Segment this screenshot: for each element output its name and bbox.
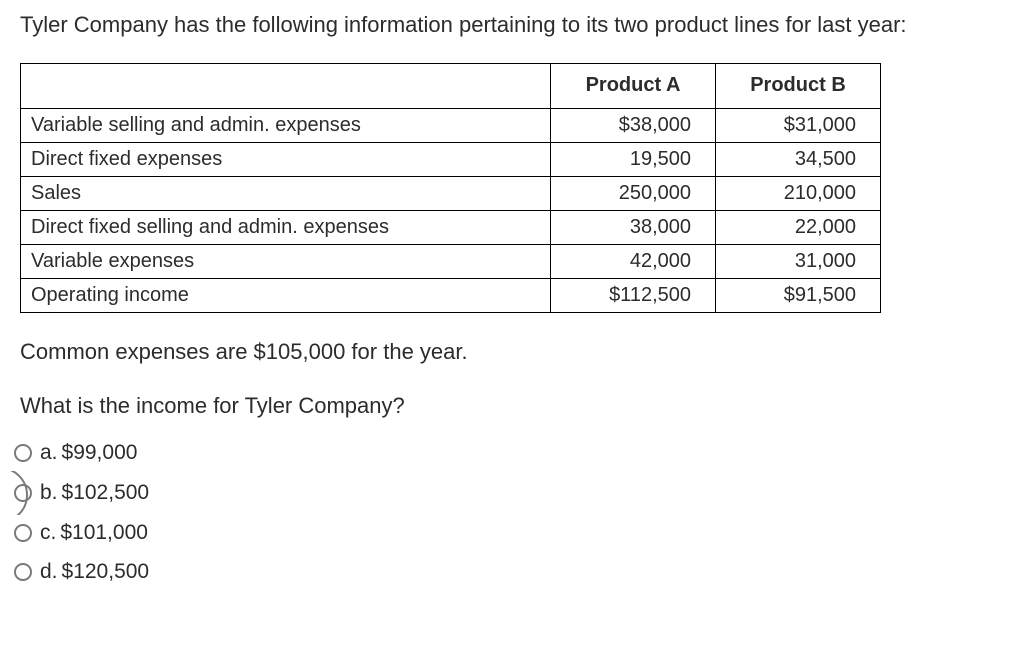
option-text: $102,500 <box>62 473 150 513</box>
row-value-b: 210,000 <box>716 176 881 210</box>
row-label: Variable expenses <box>21 244 551 278</box>
option-text: $101,000 <box>60 513 148 553</box>
row-label: Variable selling and admin. expenses <box>21 108 551 142</box>
table-header-product-b: Product B <box>716 63 881 108</box>
radio-icon[interactable] <box>14 484 32 502</box>
product-table: Product A Product B Variable selling and… <box>20 63 881 313</box>
option-letter: a. <box>40 433 58 473</box>
row-value-a: $112,500 <box>551 278 716 312</box>
option-letter: d. <box>40 552 58 592</box>
answer-option-c[interactable]: c. $101,000 <box>14 513 1004 553</box>
table-header-blank <box>21 63 551 108</box>
row-value-a: 38,000 <box>551 210 716 244</box>
answer-option-d[interactable]: d. $120,500 <box>14 552 1004 592</box>
row-value-b: 22,000 <box>716 210 881 244</box>
row-label: Direct fixed selling and admin. expenses <box>21 210 551 244</box>
table-row: Variable selling and admin. expenses $38… <box>21 108 881 142</box>
option-letter: c. <box>40 513 56 553</box>
row-value-a: 42,000 <box>551 244 716 278</box>
table-row: Sales 250,000 210,000 <box>21 176 881 210</box>
answer-option-a[interactable]: a. $99,000 <box>14 433 1004 473</box>
row-value-b: $91,500 <box>716 278 881 312</box>
row-value-a: $38,000 <box>551 108 716 142</box>
row-value-a: 250,000 <box>551 176 716 210</box>
row-label: Sales <box>21 176 551 210</box>
option-letter: b. <box>40 473 58 513</box>
row-value-b: 34,500 <box>716 142 881 176</box>
table-row: Direct fixed selling and admin. expenses… <box>21 210 881 244</box>
intro-text: Tyler Company has the following informat… <box>20 10 1004 41</box>
row-label: Operating income <box>21 278 551 312</box>
table-row: Variable expenses 42,000 31,000 <box>21 244 881 278</box>
radio-icon[interactable] <box>14 524 32 542</box>
row-label: Direct fixed expenses <box>21 142 551 176</box>
table-row: Direct fixed expenses 19,500 34,500 <box>21 142 881 176</box>
answer-options: a. $99,000 b. $102,500 c. $101,000 d. $1… <box>14 433 1004 593</box>
option-text: $99,000 <box>62 433 138 473</box>
row-value-b: 31,000 <box>716 244 881 278</box>
question-page: Tyler Company has the following informat… <box>0 0 1024 612</box>
question-text: What is the income for Tyler Company? <box>20 393 1004 419</box>
table-header-product-a: Product A <box>551 63 716 108</box>
row-value-b: $31,000 <box>716 108 881 142</box>
answer-option-b[interactable]: b. $102,500 <box>14 473 1004 513</box>
table-header-row: Product A Product B <box>21 63 881 108</box>
row-value-a: 19,500 <box>551 142 716 176</box>
radio-icon[interactable] <box>14 444 32 462</box>
common-expenses-text: Common expenses are $105,000 for the yea… <box>20 339 1004 365</box>
options-wrapper: a. $99,000 b. $102,500 c. $101,000 d. $1… <box>20 433 1004 593</box>
radio-icon[interactable] <box>14 563 32 581</box>
table-row: Operating income $112,500 $91,500 <box>21 278 881 312</box>
option-text: $120,500 <box>62 552 150 592</box>
